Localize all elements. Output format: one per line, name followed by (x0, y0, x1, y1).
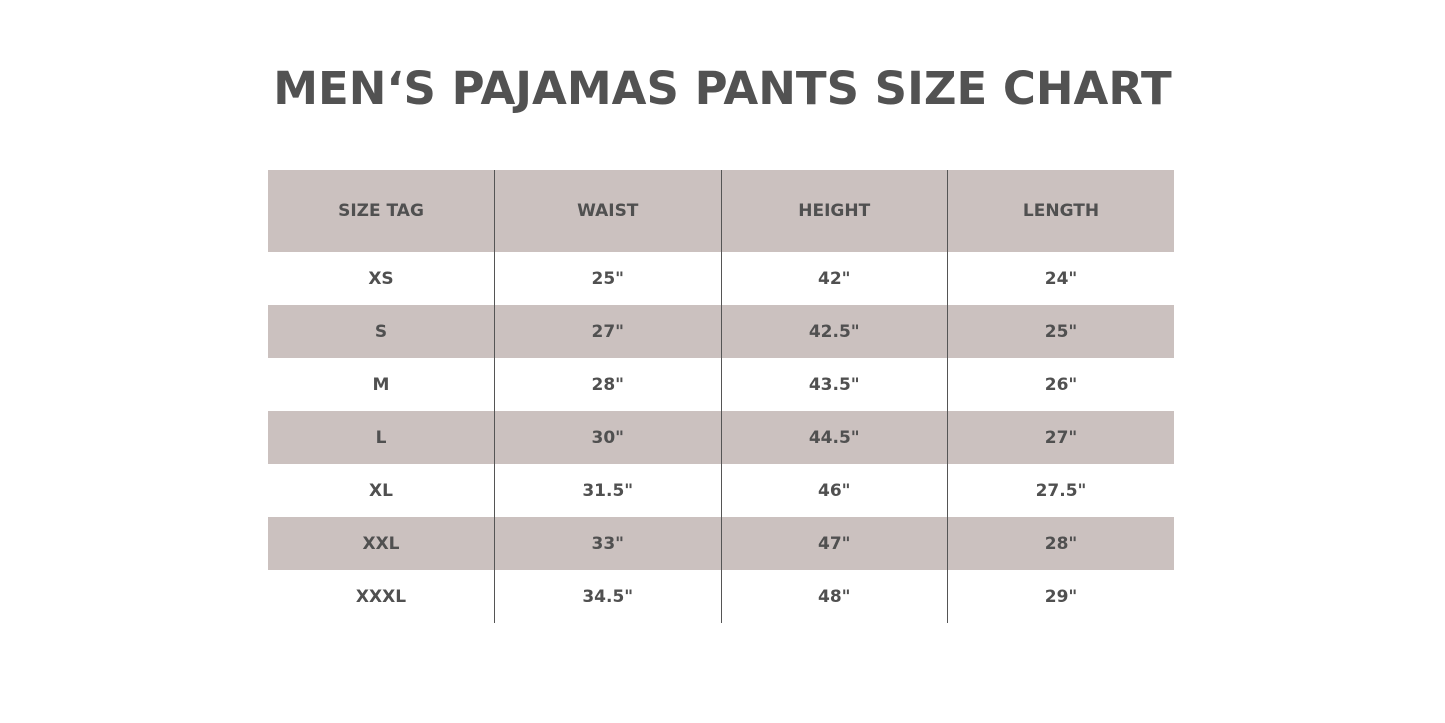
table-cell: 43.5" (720, 358, 948, 411)
column-header: LENGTH (947, 170, 1174, 252)
table-cell: 29" (947, 570, 1174, 623)
table-cell: S (268, 305, 495, 358)
table-cell: 42" (720, 252, 948, 305)
table-cell: 27" (494, 305, 721, 358)
table-cell: 27" (947, 411, 1174, 464)
table-cell: 25" (947, 305, 1174, 358)
table-cell: 28" (494, 358, 721, 411)
table-cell: 27.5" (947, 464, 1174, 517)
column-header: WAIST (494, 170, 721, 252)
table-row: XS 25" 42" 24" (268, 252, 1174, 305)
table-row: XXL 33" 47" 28" (268, 517, 1174, 570)
table-cell: 31.5" (494, 464, 721, 517)
table-cell: L (268, 411, 495, 464)
table-row: M 28" 43.5" 26" (268, 358, 1174, 411)
table-cell: 24" (947, 252, 1174, 305)
table-cell: 34.5" (494, 570, 721, 623)
table-cell: 47" (720, 517, 948, 570)
table-row: S 27" 42.5" 25" (268, 305, 1174, 358)
column-header: SIZE TAG (268, 170, 495, 252)
table-cell: 30" (494, 411, 721, 464)
page-title: MEN‘S PAJAMAS PANTS SIZE CHART (273, 62, 1172, 115)
size-chart-table: SIZE TAG WAIST HEIGHT LENGTH XS 25" 42" 24" S 27… (268, 170, 1174, 623)
table-cell: 46" (720, 464, 948, 517)
table-cell: XXL (268, 517, 495, 570)
table-header-row: SIZE TAG WAIST HEIGHT LENGTH (268, 170, 1174, 252)
table-row: XXXL 34.5" 48" 29" (268, 570, 1174, 623)
table-cell: 28" (947, 517, 1174, 570)
table-cell: 33" (494, 517, 721, 570)
column-header: HEIGHT (720, 170, 948, 252)
table-cell: 25" (494, 252, 721, 305)
table-cell: 48" (720, 570, 948, 623)
table-cell: 44.5" (720, 411, 948, 464)
table-cell: 26" (947, 358, 1174, 411)
table-cell: XS (368, 268, 394, 289)
table-cell: XXXL (355, 586, 407, 607)
table-row: L 30" 44.5" 27" (268, 411, 1174, 464)
table-cell: M (372, 374, 390, 395)
table-cell: 42.5" (720, 305, 948, 358)
table-row: XL 31.5" 46" 27.5" (268, 464, 1174, 517)
table-cell: XL (369, 480, 393, 501)
